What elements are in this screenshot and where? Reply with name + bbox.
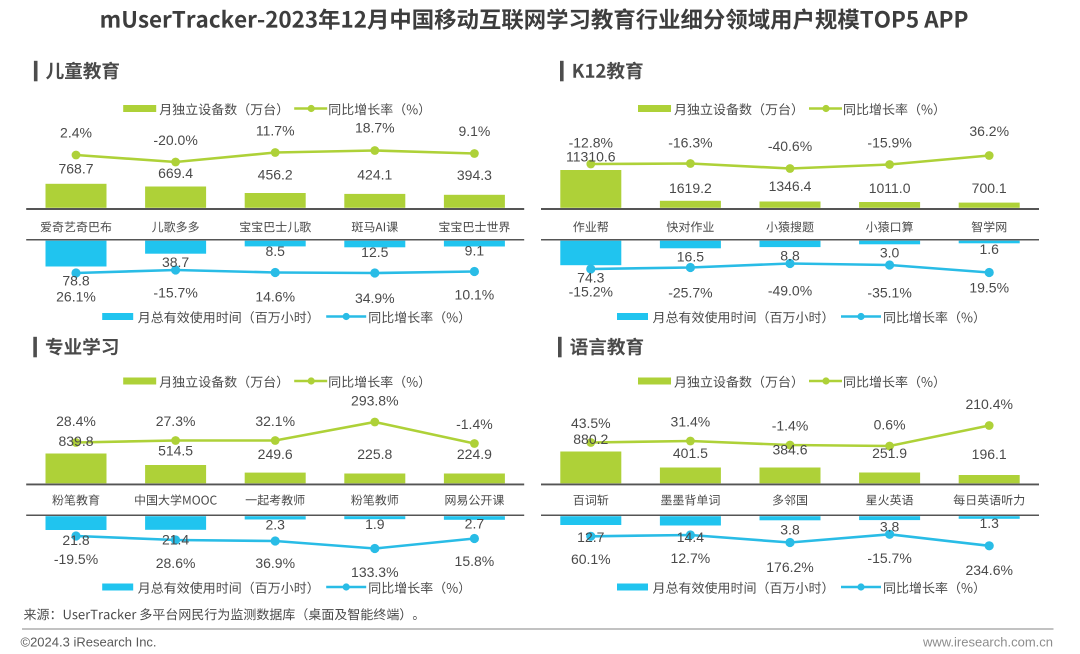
- svg-text:0.6%: 0.6%: [874, 417, 906, 433]
- svg-text:-1.4%: -1.4%: [772, 418, 809, 434]
- svg-text:456.2: 456.2: [258, 167, 293, 183]
- svg-text:293.8%: 293.8%: [351, 393, 398, 409]
- svg-text:1011.0: 1011.0: [869, 180, 911, 196]
- svg-text:1.9: 1.9: [365, 516, 385, 532]
- svg-text:249.6: 249.6: [258, 446, 293, 462]
- svg-text:14.4: 14.4: [677, 529, 704, 545]
- svg-text:3.8: 3.8: [880, 519, 900, 535]
- svg-text:384.6: 384.6: [772, 442, 807, 458]
- svg-text:234.6%: 234.6%: [965, 562, 1012, 578]
- svg-text:394.3: 394.3: [457, 167, 492, 183]
- svg-text:1619.2: 1619.2: [669, 180, 712, 196]
- svg-text:28.4%: 28.4%: [56, 413, 96, 429]
- svg-text:9.1: 9.1: [465, 243, 485, 259]
- svg-text:196.1: 196.1: [972, 446, 1007, 462]
- svg-text:28.6%: 28.6%: [156, 555, 196, 571]
- svg-text:www.iresearch.com.cn: www.iresearch.com.cn: [922, 635, 1053, 650]
- svg-text:-20.0%: -20.0%: [153, 132, 197, 148]
- svg-text:-15.2%: -15.2%: [569, 284, 613, 300]
- svg-text:-15.7%: -15.7%: [153, 285, 197, 301]
- svg-text:880.2: 880.2: [573, 431, 608, 447]
- svg-text:176.2%: 176.2%: [766, 559, 813, 575]
- svg-text:©2024.3 iResearch Inc.: ©2024.3 iResearch Inc.: [21, 635, 157, 650]
- svg-text:-40.6%: -40.6%: [768, 138, 812, 154]
- svg-text:14.6%: 14.6%: [255, 289, 295, 305]
- svg-text:18.7%: 18.7%: [355, 120, 395, 136]
- svg-text:43.5%: 43.5%: [571, 415, 611, 431]
- svg-text:1.6: 1.6: [979, 241, 999, 257]
- svg-text:12.7: 12.7: [577, 529, 604, 545]
- svg-text:2.3: 2.3: [265, 517, 285, 533]
- svg-text:-15.7%: -15.7%: [867, 550, 911, 566]
- svg-text:60.1%: 60.1%: [571, 551, 611, 567]
- svg-text:401.5: 401.5: [673, 445, 708, 461]
- svg-text:32.1%: 32.1%: [255, 413, 295, 429]
- svg-text:251.9: 251.9: [872, 445, 907, 461]
- svg-text:27.3%: 27.3%: [156, 413, 196, 429]
- svg-text:10.1%: 10.1%: [455, 287, 495, 303]
- svg-text:1.3: 1.3: [979, 515, 999, 531]
- svg-text:-15.9%: -15.9%: [867, 135, 911, 151]
- svg-text:2.7: 2.7: [465, 516, 485, 532]
- svg-text:768.7: 768.7: [58, 161, 93, 177]
- svg-text:8.5: 8.5: [265, 243, 285, 259]
- svg-text:26.1%: 26.1%: [56, 289, 96, 305]
- svg-text:225.8: 225.8: [357, 446, 392, 462]
- svg-text:133.3%: 133.3%: [351, 564, 398, 580]
- svg-text:224.9: 224.9: [457, 446, 492, 462]
- svg-text:19.5%: 19.5%: [969, 280, 1009, 296]
- svg-text:-25.7%: -25.7%: [668, 285, 712, 301]
- svg-text:21.4: 21.4: [162, 532, 189, 548]
- svg-text:-12.8%: -12.8%: [569, 135, 613, 151]
- svg-text:-16.3%: -16.3%: [668, 135, 712, 151]
- svg-text:11.7%: 11.7%: [256, 123, 295, 139]
- svg-text:11310.6: 11310.6: [566, 149, 616, 165]
- svg-text:34.9%: 34.9%: [355, 290, 395, 306]
- svg-text:-49.0%: -49.0%: [768, 283, 812, 299]
- svg-text:78.8: 78.8: [62, 273, 89, 289]
- svg-text:36.9%: 36.9%: [255, 555, 295, 571]
- svg-text:-35.1%: -35.1%: [867, 285, 911, 301]
- svg-text:31.4%: 31.4%: [671, 414, 711, 430]
- svg-text:-19.5%: -19.5%: [54, 551, 98, 567]
- svg-text:669.4: 669.4: [158, 165, 193, 181]
- svg-text:424.1: 424.1: [357, 167, 392, 183]
- svg-text:1346.4: 1346.4: [769, 178, 812, 194]
- svg-text:3.0: 3.0: [880, 245, 900, 261]
- svg-text:210.4%: 210.4%: [965, 396, 1012, 412]
- svg-text:38.7: 38.7: [162, 254, 189, 270]
- svg-text:21.8: 21.8: [62, 532, 89, 548]
- svg-text:12.5: 12.5: [361, 244, 388, 260]
- svg-text:514.5: 514.5: [158, 443, 193, 459]
- svg-text:12.7%: 12.7%: [671, 550, 711, 566]
- svg-text:36.2%: 36.2%: [969, 123, 1009, 139]
- svg-text:8.8: 8.8: [780, 248, 800, 264]
- svg-text:2.4%: 2.4%: [60, 125, 92, 141]
- svg-text:839.8: 839.8: [58, 433, 93, 449]
- svg-text:15.8%: 15.8%: [455, 553, 495, 569]
- svg-text:74.3: 74.3: [577, 270, 604, 286]
- svg-text:3.8: 3.8: [780, 522, 800, 538]
- svg-text:-1.4%: -1.4%: [456, 416, 493, 432]
- svg-text:9.1%: 9.1%: [458, 123, 490, 139]
- svg-text:700.1: 700.1: [972, 180, 1007, 196]
- svg-text:16.5: 16.5: [677, 249, 704, 265]
